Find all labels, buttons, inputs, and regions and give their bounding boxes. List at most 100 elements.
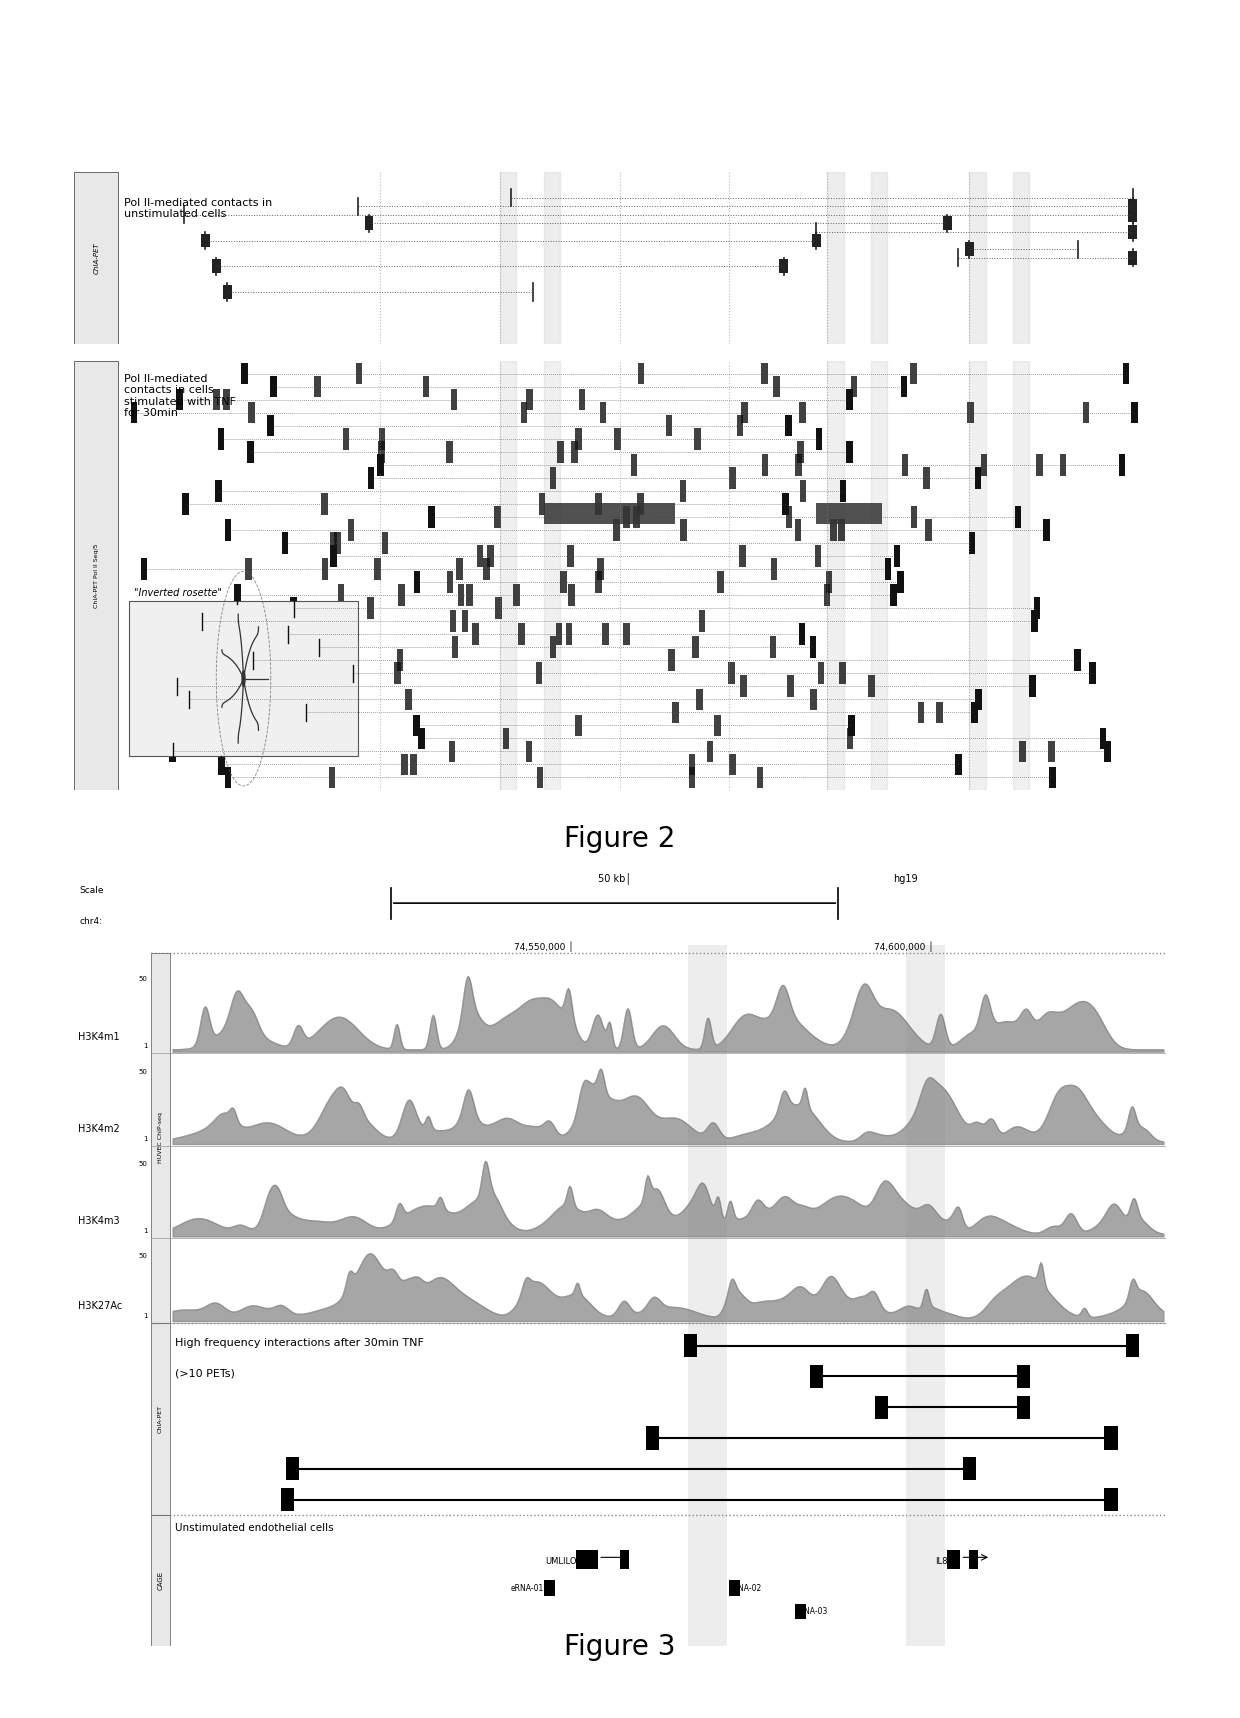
Bar [543, 1581, 554, 1596]
Bar [666, 416, 672, 436]
Bar [761, 362, 768, 385]
Text: HUVEC ChIP-seq: HUVEC ChIP-seq [159, 1113, 164, 1163]
Bar [786, 507, 792, 527]
Bar [737, 416, 744, 436]
Text: CAGE: CAGE [157, 1570, 164, 1589]
Bar [851, 376, 857, 397]
Bar [1043, 519, 1050, 541]
Bar [796, 454, 802, 476]
Bar [739, 545, 745, 567]
Bar [799, 624, 806, 644]
Bar [729, 1581, 740, 1596]
Bar [215, 479, 222, 502]
Bar [1048, 740, 1055, 763]
Bar [285, 624, 291, 644]
Bar [910, 507, 918, 527]
Bar [1105, 1488, 1117, 1512]
Bar [1014, 507, 1022, 527]
Text: Pol II-mediated
contacts in cells
stimulated with TNF
for 30min: Pol II-mediated contacts in cells stimul… [124, 375, 236, 419]
Bar [622, 624, 630, 644]
Bar [1074, 649, 1081, 672]
Bar [451, 388, 458, 411]
Bar [600, 402, 606, 423]
Bar [975, 467, 981, 488]
Bar [774, 376, 780, 397]
Bar [350, 663, 357, 684]
Bar [290, 598, 296, 618]
Bar [397, 649, 403, 672]
Bar [797, 442, 804, 462]
Bar [521, 402, 527, 423]
Bar [620, 1550, 629, 1569]
Bar [717, 572, 724, 593]
Bar [1019, 740, 1025, 763]
Bar [761, 454, 769, 476]
Bar [367, 467, 374, 488]
Bar [129, 601, 358, 756]
Bar [634, 507, 640, 527]
Bar [614, 428, 621, 450]
Bar [347, 519, 355, 541]
Bar [1034, 598, 1040, 618]
Bar [707, 740, 713, 763]
Bar [694, 428, 701, 450]
Text: ChIA-PET Pol II Seq/5: ChIA-PET Pol II Seq/5 [94, 543, 99, 608]
Bar [688, 754, 696, 775]
Bar [418, 728, 425, 749]
Text: H3K4m2: H3K4m2 [78, 1124, 119, 1134]
Bar [770, 636, 776, 658]
Bar [463, 610, 469, 632]
Bar [1104, 740, 1111, 763]
Text: eRNA-01: eRNA-01 [511, 1584, 543, 1593]
Bar [603, 624, 609, 644]
Bar [901, 454, 908, 476]
Bar [729, 467, 735, 488]
Bar [839, 479, 847, 502]
Text: "Inverted rosette": "Inverted rosette" [134, 588, 222, 598]
Bar [466, 584, 472, 606]
Bar [513, 584, 520, 606]
Bar [456, 558, 463, 579]
Bar [526, 740, 532, 763]
Bar [816, 428, 822, 450]
Bar [827, 361, 843, 790]
Bar [598, 558, 604, 579]
Bar [539, 493, 546, 515]
Bar [267, 416, 274, 436]
Bar [962, 1457, 976, 1481]
Bar [557, 442, 564, 462]
Bar [402, 754, 408, 775]
Bar [246, 558, 252, 579]
Bar [242, 362, 248, 385]
Bar [446, 442, 453, 462]
Text: 50: 50 [139, 976, 148, 983]
Bar [756, 766, 763, 789]
Text: High frequency interactions after 30min TNF: High frequency interactions after 30min … [175, 1338, 424, 1349]
Bar [536, 663, 542, 684]
Bar [315, 636, 322, 658]
Bar [281, 533, 289, 553]
Bar [201, 234, 210, 247]
Bar [771, 558, 777, 579]
Bar [827, 172, 843, 344]
Bar [484, 558, 490, 579]
Text: eRNA-03: eRNA-03 [795, 1606, 828, 1615]
Bar [810, 1364, 823, 1388]
Bar [900, 376, 908, 397]
Bar [556, 624, 562, 644]
Bar [575, 428, 582, 450]
Bar [141, 558, 148, 579]
Circle shape [242, 670, 246, 687]
Bar [1090, 663, 1096, 684]
Text: (>10 PETs): (>10 PETs) [175, 1369, 234, 1380]
Bar [795, 1603, 806, 1618]
Bar [218, 428, 224, 450]
Bar [870, 361, 888, 790]
Bar [924, 467, 930, 488]
Bar [976, 689, 982, 710]
Text: ChIA-PET: ChIA-PET [159, 1405, 164, 1433]
Bar [810, 636, 816, 658]
Text: ChIA-PET: ChIA-PET [93, 242, 99, 273]
Bar [377, 454, 383, 476]
Bar [1060, 454, 1066, 476]
